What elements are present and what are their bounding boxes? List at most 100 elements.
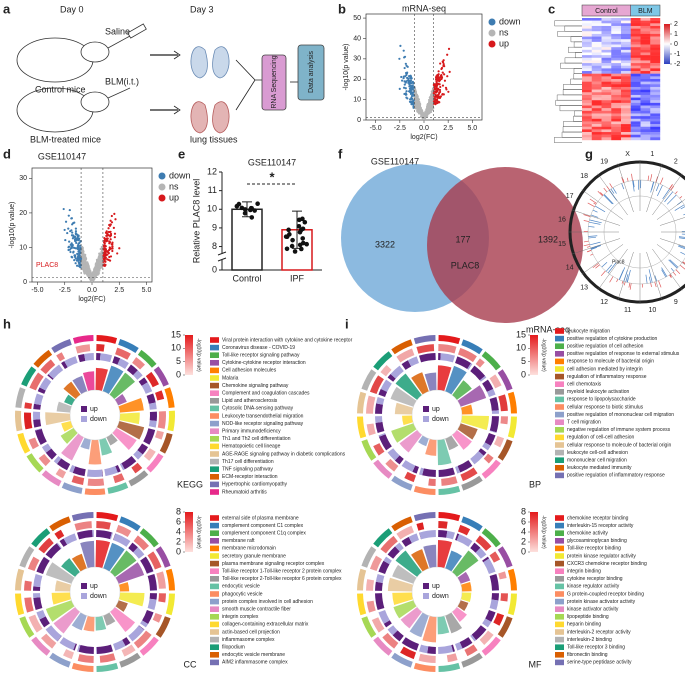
heatmap-cell <box>602 58 612 61</box>
term-swatch <box>555 660 564 666</box>
term-label: response to lipopolysaccharide <box>567 397 636 403</box>
down-ring <box>87 470 103 477</box>
term-ring <box>27 453 44 472</box>
heatmap-cell <box>582 26 592 29</box>
term-label: negative regulation of immune system pro… <box>567 427 671 433</box>
heatmap-cell <box>631 18 641 21</box>
heatmap-cell <box>611 18 621 21</box>
scatter-cloud <box>407 82 409 84</box>
scatter-cloud <box>439 86 441 88</box>
heatmap-cell <box>650 119 660 122</box>
down-ring <box>376 397 384 405</box>
axis-break <box>218 252 226 261</box>
heatmap-cell <box>582 121 592 124</box>
circos-track <box>646 275 647 284</box>
heatmap-cell <box>602 31 612 34</box>
scatter-cloud <box>430 94 432 96</box>
pvalue-ring <box>416 522 424 530</box>
x-tick-label: -5.0 <box>370 125 382 132</box>
scatter-cloud <box>403 56 405 58</box>
term-ring <box>167 411 175 432</box>
heatmap-cell <box>631 68 641 71</box>
dot-cloud <box>286 228 291 233</box>
scatter-cloud <box>118 247 120 249</box>
heatmap-cell <box>611 135 621 138</box>
heatmap-cell <box>602 74 612 77</box>
heatmap-cell <box>611 47 621 50</box>
heatmap-cell <box>611 60 621 63</box>
x-tick-label: -5.0 <box>31 287 43 294</box>
term-ring <box>361 439 376 460</box>
term-swatch <box>555 561 564 567</box>
term-swatch <box>555 576 564 582</box>
heatmap-cell <box>641 116 651 119</box>
colorbar <box>530 512 538 552</box>
scatter-cloud <box>80 258 82 260</box>
heatmap-cell <box>641 108 651 111</box>
scatter-cloud <box>109 231 111 233</box>
heatmap-cell <box>650 121 660 124</box>
heatmap-cell <box>592 119 602 122</box>
heatmap-cell <box>650 111 660 114</box>
heatmap-cell <box>641 45 651 48</box>
scatter-cloud <box>111 250 113 252</box>
scatter-cloud <box>69 209 71 211</box>
heatmap-cell <box>592 129 602 132</box>
term-label: CXCR3 chemokine receptor binding <box>567 561 647 567</box>
group-label: BLM <box>638 8 653 15</box>
scatter-cloud <box>409 75 411 77</box>
heatmap-cell <box>582 47 592 50</box>
y-tick-label: 12 <box>207 166 217 176</box>
up-ring <box>375 422 384 433</box>
scatter-cloud <box>443 93 445 95</box>
term-label: Leukocyte transendothelial migration <box>222 413 304 419</box>
scatter-cloud <box>410 103 412 105</box>
heatmap-cell <box>602 127 612 130</box>
heatmap-cell <box>621 68 631 71</box>
down-ring <box>60 637 76 650</box>
circos-track <box>629 283 630 288</box>
heatmap-cell <box>582 98 592 101</box>
heatmap-cell <box>631 113 641 116</box>
up-ring <box>375 403 383 414</box>
scatter-cloud <box>403 87 405 89</box>
y-tick-label: 0 <box>23 279 27 286</box>
heatmap-cell <box>611 26 621 29</box>
term-swatch <box>210 515 219 521</box>
colorbar-label: 5 <box>521 356 526 366</box>
annotation: PLAC8 <box>36 262 58 269</box>
heatmap-cell <box>650 21 660 24</box>
heatmap-cell <box>650 42 660 45</box>
term-label: Toll-like receptor 3 binding <box>567 645 625 651</box>
scatter-cloud <box>433 88 435 90</box>
pvalue-ring <box>438 521 447 529</box>
heatmap-cell <box>621 39 631 42</box>
term-swatch <box>555 515 564 521</box>
term-swatch <box>210 421 219 427</box>
heatmap-cell <box>592 66 602 69</box>
scatter-cloud <box>72 251 74 253</box>
heatmap-cell <box>621 127 631 130</box>
legend-swatch <box>423 406 429 412</box>
legend-label: up <box>90 406 98 413</box>
scatter-cloud <box>106 231 108 233</box>
term-label: Th1 and Th2 cell differentiation <box>222 436 291 442</box>
term-label: actin-based cell projection <box>222 629 280 635</box>
chromosome-label: 13 <box>580 285 588 292</box>
label: BLM-treated mice <box>30 134 101 144</box>
heatmap-cell <box>650 116 660 119</box>
scatter-cloud <box>408 90 410 92</box>
heatmap-cell <box>582 23 592 26</box>
heatmap-cell <box>621 45 631 48</box>
scatter-cloud <box>436 90 438 92</box>
dot-cloud <box>243 211 248 216</box>
term-swatch <box>210 523 219 529</box>
pvalue-ring <box>72 475 85 485</box>
heatmap-cell <box>641 18 651 21</box>
scatter-cloud <box>405 82 407 84</box>
circos-track <box>649 269 652 282</box>
circos-track <box>588 203 595 207</box>
heatmap-cell <box>621 106 631 109</box>
heatmap-cell <box>650 37 660 40</box>
heatmap-cell <box>592 121 602 124</box>
